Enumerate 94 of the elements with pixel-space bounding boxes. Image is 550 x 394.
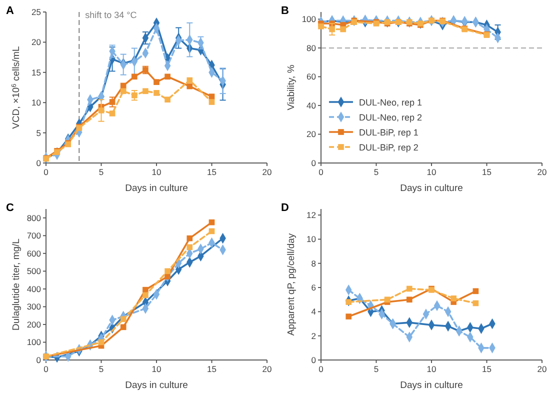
x-tick-label: 5 (374, 364, 379, 374)
chart-title: C (6, 202, 14, 214)
point (329, 26, 335, 32)
x-axis-title: Days in culture (125, 183, 188, 194)
y-axis-title: Viability, % (286, 64, 297, 110)
y-tick-label: 700 (26, 230, 42, 241)
point (120, 316, 126, 322)
y-tick-label: 40 (306, 100, 316, 110)
y-tick-label: 800 (26, 212, 42, 223)
point (120, 88, 126, 94)
point (142, 88, 148, 94)
point (346, 299, 352, 305)
x-axis-title: Days in culture (125, 380, 188, 391)
point (186, 83, 193, 90)
x-tick-label: 15 (207, 364, 217, 374)
y-tick-label: 2 (311, 330, 316, 341)
point (120, 324, 126, 330)
x-tick-label: 0 (318, 167, 324, 177)
x-tick-label: 15 (482, 167, 492, 177)
x-tick-label: 15 (207, 167, 217, 177)
x-tick-label: 20 (537, 167, 547, 177)
y-tick-label: 10 (32, 98, 42, 108)
point (340, 26, 346, 32)
point (186, 235, 193, 242)
y-axis-title: Apparent qP, pg/cell/day (286, 233, 297, 336)
legend-label: DUL-Neo, rep 2 (359, 112, 422, 122)
x-tick-label: 10 (152, 364, 162, 374)
legend-label: DUL-BiP, rep 1 (359, 128, 418, 138)
x-tick-label: 10 (426, 364, 436, 374)
y-tick-label: 500 (26, 266, 42, 276)
y-tick-label: 200 (26, 319, 42, 330)
x-tick-label: 20 (537, 364, 547, 374)
point (318, 23, 324, 30)
x-tick-label: 5 (98, 167, 104, 177)
y-tick-label: 20 (306, 129, 316, 140)
point (164, 268, 170, 274)
point (186, 244, 193, 250)
x-tick-label: 10 (426, 167, 436, 177)
x-axis-title: Days in culture (400, 183, 463, 194)
x-axis-title: Days in culture (400, 380, 463, 391)
point (208, 99, 215, 105)
point (164, 74, 170, 80)
point (186, 77, 193, 84)
y-tick-label: 25 (32, 7, 42, 17)
x-tick-label: 0 (44, 364, 49, 374)
point (164, 96, 170, 102)
x-tick-label: 5 (374, 167, 379, 177)
chart-title: A (6, 5, 14, 17)
y-tick-label: 0 (311, 355, 316, 365)
y-tick-label: 6 (311, 282, 316, 293)
point (472, 288, 479, 294)
point (406, 296, 412, 303)
y-tick-label: 4 (311, 306, 316, 317)
point (131, 92, 138, 98)
x-tick-label: 0 (44, 167, 49, 177)
y-tick-label: 10 (306, 234, 316, 244)
x-tick-label: 15 (482, 364, 492, 374)
y-tick-label: 20 (32, 37, 42, 48)
y-tick-label: 0 (311, 158, 316, 168)
x-tick-label: 5 (98, 364, 104, 374)
chart-title: D (281, 202, 289, 214)
point (450, 295, 457, 302)
y-tick-label: 100 (302, 14, 316, 24)
point (142, 292, 148, 298)
y-tick-label: 80 (306, 42, 316, 53)
y-axis-title: Dulaglutide titer, mg/L (11, 238, 22, 330)
y-tick-label: 0 (36, 355, 42, 365)
chart-title: B (281, 5, 289, 17)
legend-label: DUL-Neo, rep 1 (359, 98, 422, 108)
legend-label: DUL-BiP, rep 2 (359, 142, 418, 152)
point (346, 314, 352, 320)
y-tick-label: 12 (306, 210, 316, 220)
y-tick-label: 8 (311, 258, 316, 268)
x-tick-label: 20 (262, 167, 272, 177)
y-tick-label: 60 (306, 72, 316, 82)
point (154, 90, 160, 96)
y-tick-label: 15 (32, 67, 42, 78)
point (164, 274, 170, 280)
y-tick-label: 600 (26, 248, 42, 258)
point (384, 296, 390, 303)
y-tick-label: 0 (36, 158, 42, 168)
point (406, 286, 412, 292)
y-tick-label: 300 (26, 302, 42, 312)
point (109, 110, 116, 116)
y-tick-label: 400 (26, 284, 42, 294)
x-tick-label: 20 (262, 364, 272, 374)
y-tick-label: 100 (26, 337, 42, 348)
point (98, 108, 104, 114)
x-tick-label: 10 (152, 167, 162, 177)
point (154, 79, 160, 85)
ref-line-label: shift to 34 °C (85, 10, 138, 20)
x-tick-label: 0 (318, 364, 324, 374)
y-tick-label: 5 (36, 128, 42, 138)
point (109, 99, 116, 105)
